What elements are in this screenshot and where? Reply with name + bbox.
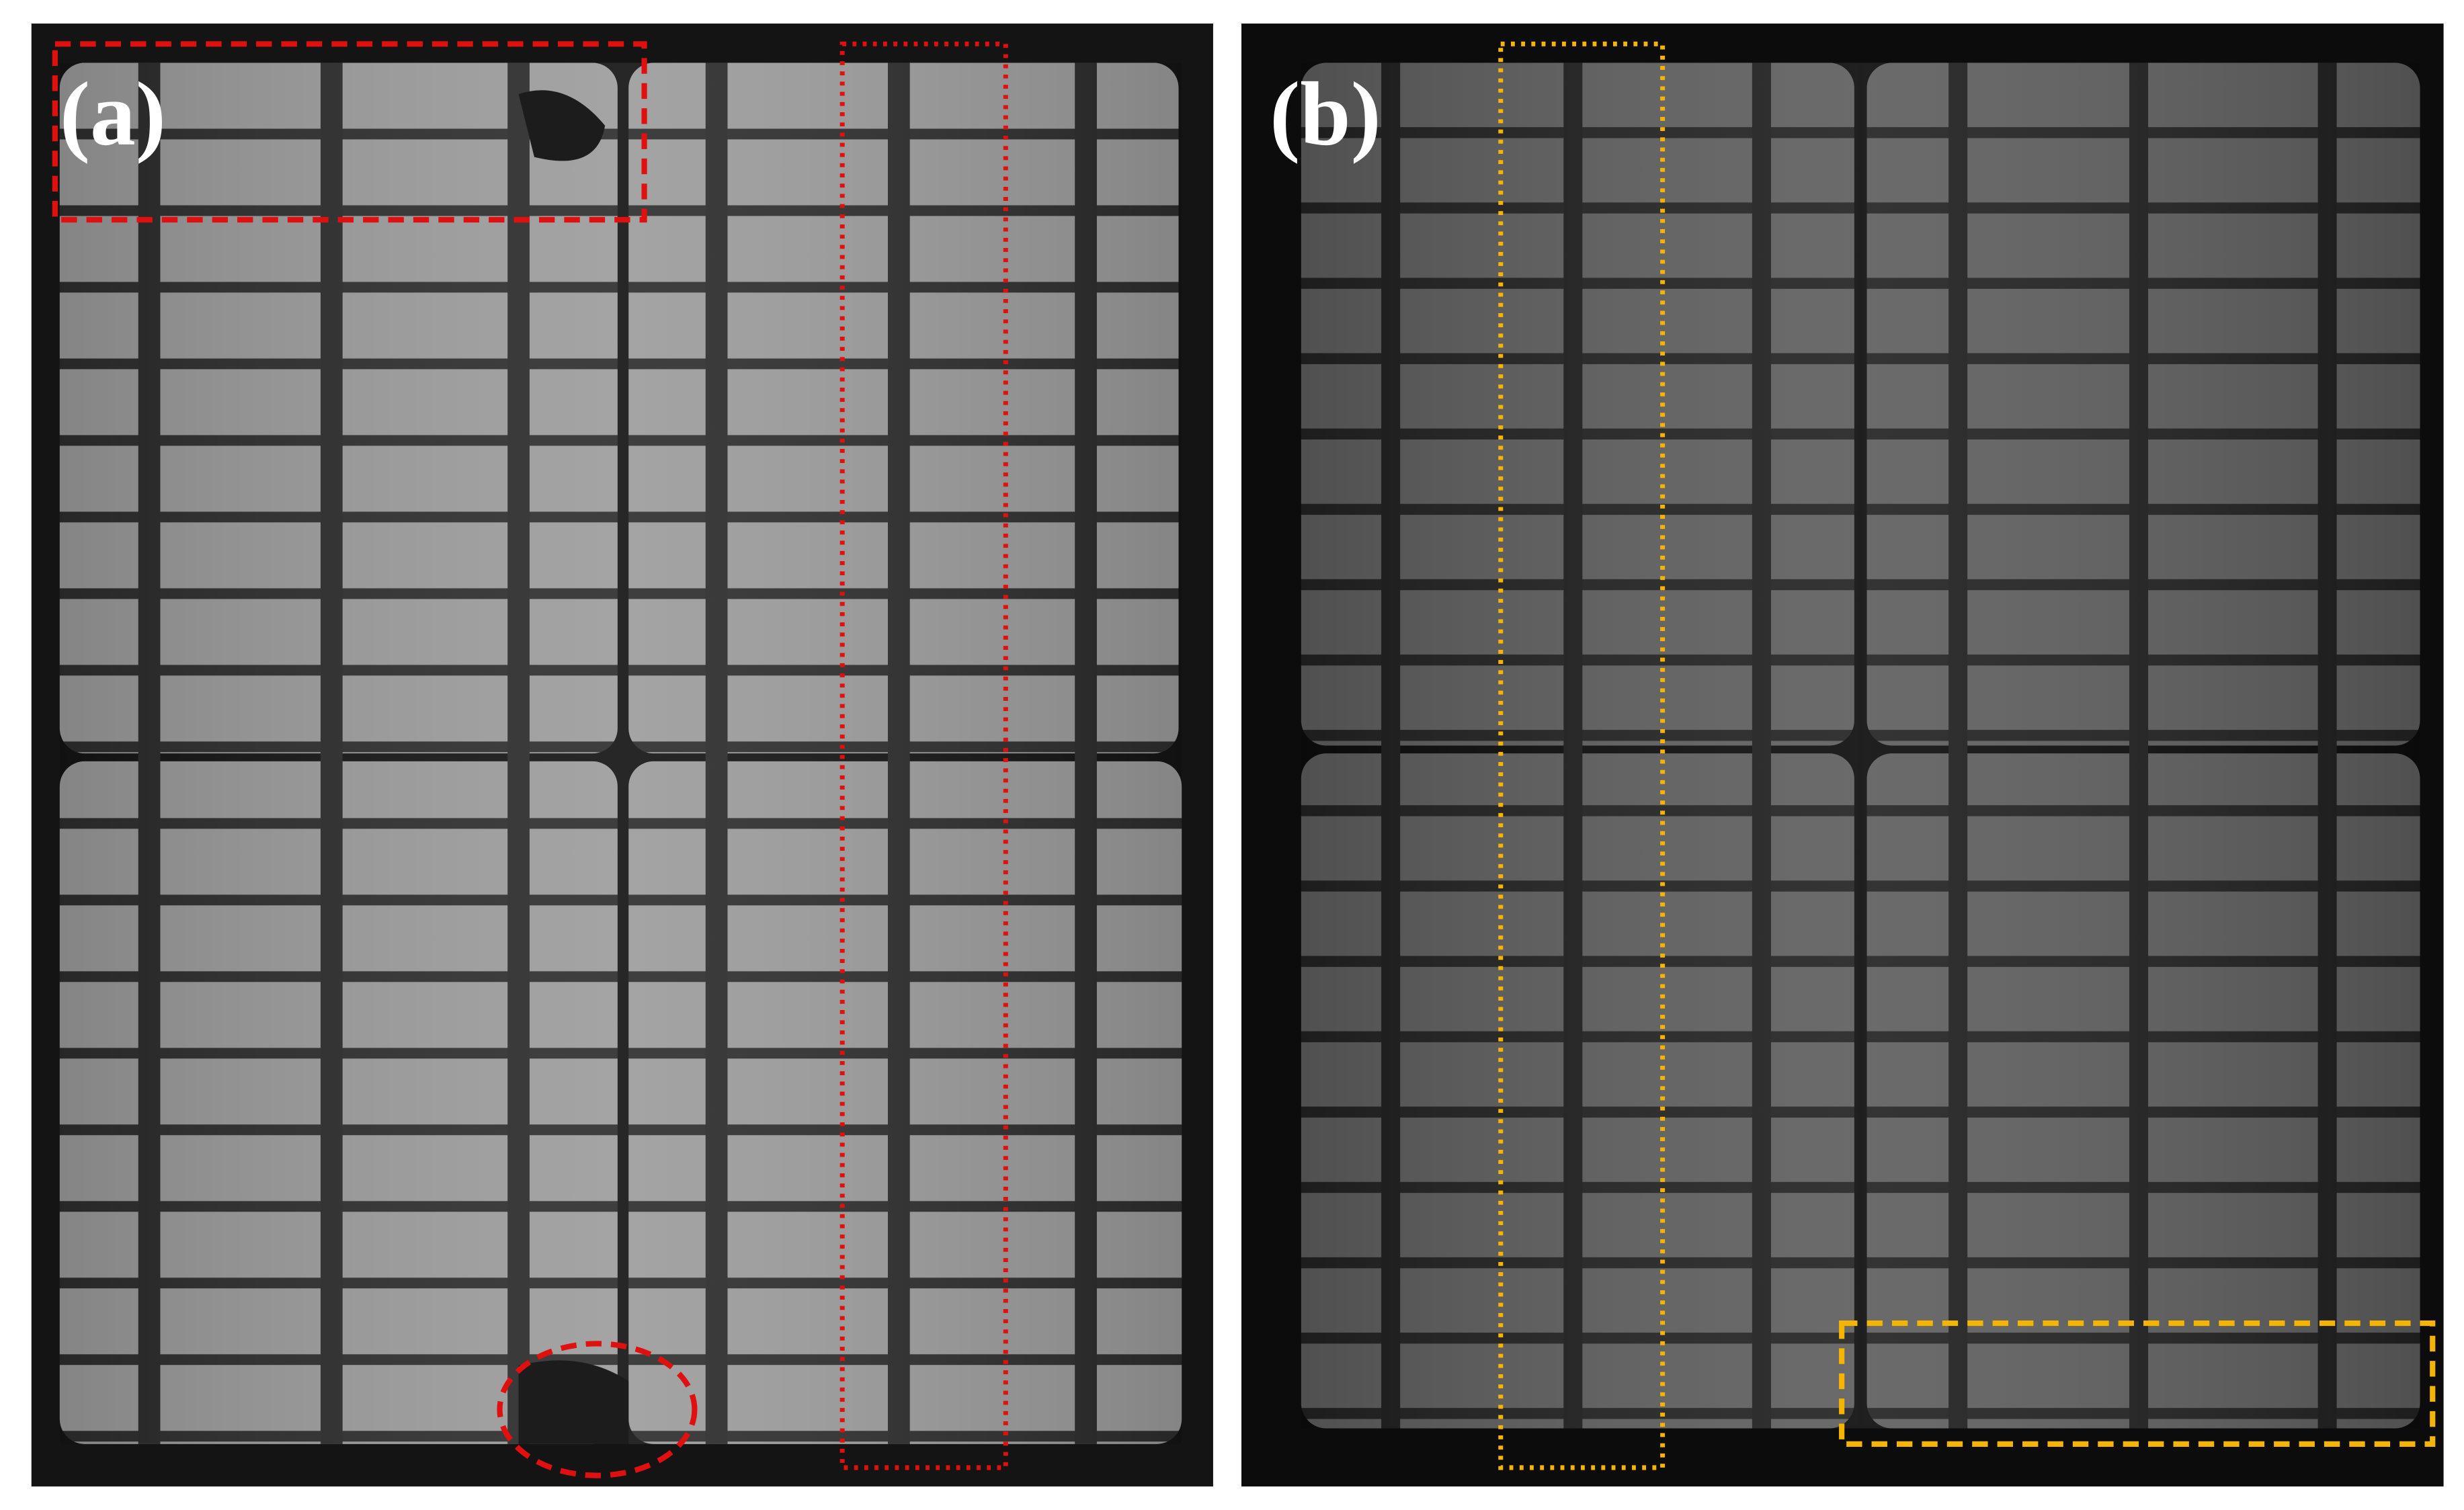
panel-a: (a) (31, 24, 1213, 1486)
defect-box (839, 41, 1008, 1470)
defect-box (1498, 41, 1666, 1470)
shading (59, 62, 1182, 1444)
defect-box (52, 41, 647, 223)
panel-label: (b) (1270, 64, 1381, 165)
panel-label: (a) (60, 64, 166, 165)
defect-box (1839, 1320, 2436, 1447)
defect-ellipse (497, 1341, 698, 1478)
panel-b: (b) (1241, 24, 2444, 1486)
shading (1301, 62, 2420, 1429)
